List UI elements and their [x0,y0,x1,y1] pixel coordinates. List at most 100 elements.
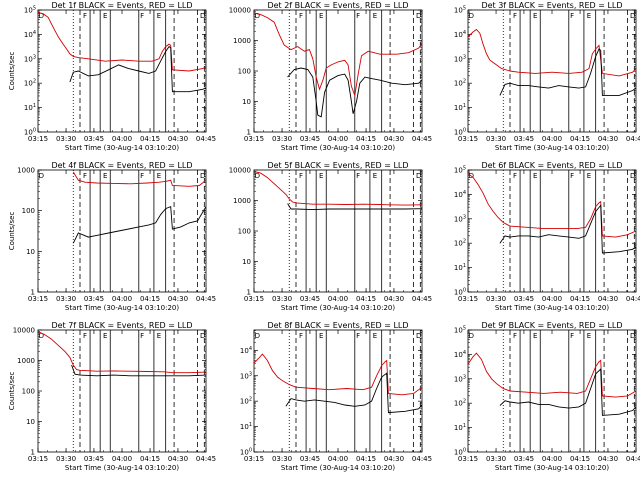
x-tick-label: 04:00 [328,455,348,463]
x-tick-label: 03:45 [514,135,534,143]
chart-panel-5: Det 5f BLACK = Events, RED = LLD 1 10 100 10… [229,161,432,312]
x-tick-label: 03:30 [272,135,292,143]
segment-label: E [157,332,161,340]
x-tick-label: 04:30 [598,455,618,463]
segment-label: E [373,332,377,340]
series-line-lld [38,331,206,374]
chart-title: Det 2f BLACK = Events, RED = LLD [267,1,408,10]
x-tick-label: 03:15 [28,135,48,143]
y-tick-label: 104 [454,350,466,359]
segment-label: F [513,12,517,20]
y-axis-label: Counts/sec [8,372,16,411]
segment-label: F [356,172,360,180]
segment-label: D [630,12,635,20]
y-tick-label: 1 [31,289,35,297]
y-tick-label: 100 [454,288,466,297]
x-axis-label: Start Time (30-Aug-14 03:10:20) [495,464,609,472]
series-line-events [287,203,422,211]
x-tick-label: 03:15 [458,295,478,303]
segment-label: D [416,12,421,20]
y-tick-label: 104 [24,30,36,39]
y-tick-label: 10000 [13,327,35,335]
y-tick-label: 100 [240,448,252,457]
x-tick-label: 04:45 [412,295,432,303]
x-axis-label: Start Time (30-Aug-14 03:10:20) [281,304,395,312]
plot-frame [37,9,207,133]
chart-title: Det 1f BLACK = Events, RED = LLD [51,1,192,10]
y-tick-label: 105 [454,326,466,335]
x-axis-label: Start Time (30-Aug-14 03:10:20) [281,464,395,472]
x-tick-label: 04:00 [328,135,348,143]
y-tick-label: 103 [240,371,252,380]
x-tick-label: 04:45 [196,295,216,303]
x-tick-label: 03:45 [514,455,534,463]
x-tick-label: 04:45 [412,135,432,143]
x-tick-label: 03:15 [244,455,264,463]
chart-panel-9: Det 9f BLACK = Events, RED = LLD 100 101 10… [454,321,640,472]
x-tick-label: 03:30 [486,295,506,303]
x-tick-label: 04:30 [598,135,618,143]
segment-label: F [513,172,517,180]
x-tick-label: 03:15 [244,135,264,143]
segment-label: F [83,12,87,20]
x-tick-label: 04:15 [570,455,590,463]
y-tick-label: 10000 [229,167,251,175]
segment-label: F [83,172,87,180]
segment-label: E [319,12,323,20]
y-tick-label: 103 [454,374,466,383]
y-tick-label: 102 [454,399,466,408]
segment-label: F [140,12,144,20]
segment-label: F [570,332,574,340]
x-tick-label: 03:30 [486,455,506,463]
x-tick-label: 03:15 [28,455,48,463]
x-tick-label: 04:00 [542,295,562,303]
x-axis-label: Start Time (30-Aug-14 03:10:20) [495,304,609,312]
series-line-lld [468,352,636,398]
x-tick-label: 03:45 [84,135,104,143]
x-axis-label: Start Time (30-Aug-14 03:10:20) [495,144,609,152]
x-tick-label: 04:00 [542,455,562,463]
y-tick-label: 105 [454,166,466,175]
y-tick-label: 1 [31,449,35,457]
y-tick-label: 102 [240,397,252,406]
series-line-events [69,45,206,93]
x-tick-label: 04:00 [112,135,132,143]
chart-panel-7: Det 7f BLACK = Events, RED = LLD 1 10 100 10… [8,321,216,472]
x-tick-label: 03:30 [56,295,76,303]
segment-label: D [630,172,635,180]
plot-frame [467,169,637,293]
segment-label: D [630,332,635,340]
chart-panel-1: Det 1f BLACK = Events, RED = LLD 100 101 10… [8,1,216,152]
x-tick-label: 04:30 [384,295,404,303]
x-tick-label: 03:30 [56,135,76,143]
segment-label: E [533,332,537,340]
y-tick-label: 1000 [233,197,251,205]
y-tick-label: 101 [454,423,466,432]
segment-label: D [39,12,44,20]
chart-title: Det 4f BLACK = Events, RED = LLD [51,161,192,170]
segment-label: E [157,12,161,20]
y-tick-label: 10 [242,258,251,266]
x-tick-label: 04:15 [140,135,160,143]
x-tick-label: 04:00 [112,295,132,303]
y-tick-label: 10 [26,418,35,426]
segment-label: F [356,12,360,20]
segment-label: E [103,12,107,20]
segment-label: D [416,172,421,180]
plot-frame [253,9,423,133]
x-axis-label: Start Time (30-Aug-14 03:10:20) [65,464,179,472]
y-tick-label: 10 [242,98,251,106]
x-tick-label: 04:15 [356,295,376,303]
y-tick-label: 103 [454,54,466,63]
series-line-events [72,205,206,244]
segment-label: F [140,332,144,340]
segment-label: D [416,332,421,340]
segment-label: E [103,172,107,180]
y-tick-label: 1000 [17,357,35,365]
x-tick-label: 04:15 [140,295,160,303]
y-tick-label: 100 [24,128,36,137]
segment-label: F [356,332,360,340]
x-tick-label: 04:15 [140,455,160,463]
chart-panel-4: Det 4f BLACK = Events, RED = LLD 1 10 100 10… [8,161,216,312]
chart-title: Det 8f BLACK = Events, RED = LLD [267,321,408,330]
